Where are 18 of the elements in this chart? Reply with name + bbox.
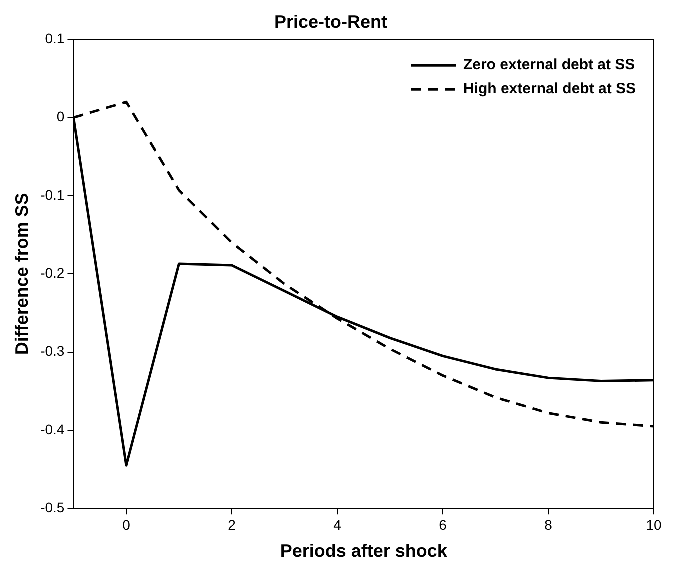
y-tick-label: -0.3 — [40, 343, 65, 360]
y-tick-label: -0.5 — [40, 499, 65, 516]
y-tick-label: 0.1 — [45, 30, 65, 46]
x-tick-label: 8 — [544, 516, 553, 533]
y-tick-label: -0.2 — [40, 264, 65, 281]
x-tick-label: 2 — [228, 516, 236, 533]
y-axis-title: Difference from SS — [12, 193, 32, 356]
y-tick-label: -0.1 — [40, 186, 65, 203]
x-tick-label: 10 — [646, 516, 662, 533]
legend-label: High external debt at SS — [463, 80, 636, 98]
x-tick-label: 4 — [334, 516, 342, 533]
x-axis-title: Periods after shock — [280, 541, 448, 562]
x-tick-label: 0 — [122, 516, 131, 533]
y-tick-label: -0.4 — [40, 421, 65, 438]
legend-label: Zero external debt at SS — [463, 56, 636, 74]
chart-title: Price-to-Rent — [274, 12, 388, 32]
y-tick-label: 0 — [56, 108, 65, 125]
x-tick-label: 6 — [439, 516, 448, 533]
